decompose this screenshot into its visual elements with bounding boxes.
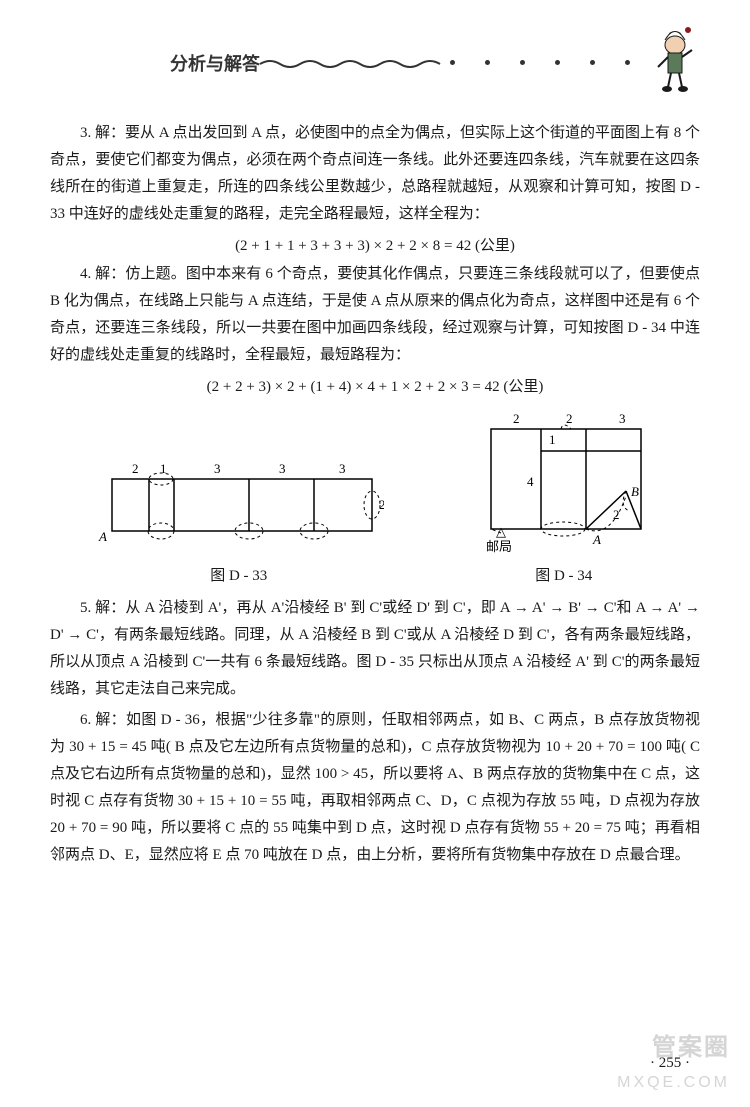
svg-text:3: 3 bbox=[279, 461, 286, 476]
svg-text:3: 3 bbox=[339, 461, 346, 476]
svg-text:2: 2 bbox=[513, 411, 520, 426]
dot bbox=[520, 60, 525, 65]
formula-3: (2 + 1 + 1 + 3 + 3 + 3) × 2 + 2 × 8 = 42… bbox=[50, 234, 700, 255]
watermark-url: MXQE.COM bbox=[617, 1074, 730, 1092]
dot bbox=[485, 60, 490, 65]
svg-text:2: 2 bbox=[613, 507, 620, 522]
dot bbox=[590, 60, 595, 65]
figure-d34-svg: 22314B2A邮局△ bbox=[471, 411, 656, 556]
figure-d33-caption: 图 D - 33 bbox=[210, 564, 267, 585]
header-title: 分析与解答 bbox=[170, 50, 260, 76]
svg-text:A: A bbox=[98, 529, 107, 544]
dot bbox=[625, 60, 630, 65]
svg-text:1: 1 bbox=[160, 461, 167, 476]
solution-5: 5. 解：从 A 沿棱到 A'，再从 A'沿棱经 B' 到 C'或经 D' 到 … bbox=[50, 595, 700, 703]
dot bbox=[450, 60, 455, 65]
solution-3: 3. 解：要从 A 点出发回到 A 点，必使图中的点全为偶点，但实际上这个街道的… bbox=[50, 120, 700, 228]
svg-text:2: 2 bbox=[132, 461, 139, 476]
figure-d34-caption: 图 D - 34 bbox=[535, 564, 592, 585]
figure-d33: 2 1 3 3 3 2 A 图 D - 33 bbox=[94, 461, 384, 585]
mascot-icon bbox=[650, 25, 700, 95]
svg-text:1: 1 bbox=[549, 432, 556, 447]
solution-4: 4. 解：仿上题。图中本来有 6 个奇点，要使其化作偶点，只要连三条线段就可以了… bbox=[50, 261, 700, 369]
svg-text:2: 2 bbox=[566, 411, 573, 426]
svg-text:A: A bbox=[592, 532, 601, 547]
figure-d34: 22314B2A邮局△ 图 D - 34 bbox=[471, 411, 656, 585]
figures-row: 213332A 图 D - 33 22314B2A邮局△ 图 D - 34 bbox=[50, 411, 700, 585]
header-dots bbox=[450, 60, 630, 65]
svg-text:3: 3 bbox=[619, 411, 626, 426]
svg-text:4: 4 bbox=[527, 474, 534, 489]
svg-text:B: B bbox=[631, 484, 639, 499]
svg-text:3: 3 bbox=[214, 461, 221, 476]
figure-d33-svg: 2 1 3 3 3 2 A bbox=[94, 461, 384, 556]
solution-6: 6. 解：如图 D - 36，根据"少往多靠"的原则，任取相邻两点，如 B、C … bbox=[50, 707, 700, 869]
dot bbox=[555, 60, 560, 65]
svg-text:邮局: 邮局 bbox=[486, 539, 512, 554]
svg-text:△: △ bbox=[496, 524, 506, 539]
watermark-logo: 管案圈 bbox=[652, 1027, 730, 1062]
svg-text:2: 2 bbox=[379, 497, 384, 512]
formula-4: (2 + 2 + 3) × 2 + (1 + 4) × 4 + 1 × 2 + … bbox=[50, 375, 700, 396]
page-header: 分析与解答 bbox=[50, 30, 700, 90]
